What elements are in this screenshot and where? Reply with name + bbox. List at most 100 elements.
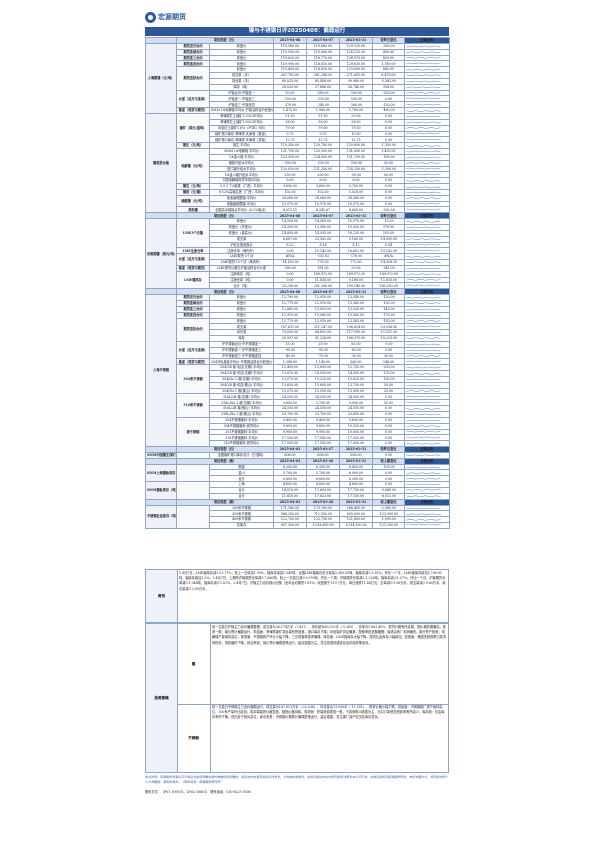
data-table: 项目类型（日） 2025-04-08 2025-04-07 2025-03-31 较昨日… [145, 37, 450, 529]
subcategory-label: 期货活跃合约 [176, 66, 210, 91]
trend-line [406, 489, 441, 491]
trend-line [406, 296, 441, 298]
trend-line [406, 331, 441, 333]
trend-sparkline [406, 46, 441, 48]
contact-info: 联系方式：（P01 100001，Z002 16601） 联系电话：010-82… [145, 790, 251, 794]
trend-line [406, 495, 441, 498]
trend-line [406, 390, 441, 392]
trend-cell [404, 247, 450, 255]
table-row: 总库存 897,300.00 1,018,800.00 1,014,100.00 -12… [146, 522, 450, 529]
trend-line [406, 192, 441, 194]
trend-sparkline [406, 116, 441, 118]
trend-line [406, 384, 441, 387]
trend-cell [404, 54, 450, 62]
trend-line [406, 477, 441, 480]
trend-line [406, 151, 441, 153]
trend-line [406, 109, 441, 112]
trend-line [406, 255, 441, 258]
trend-line [406, 51, 441, 54]
trend-line [406, 74, 441, 77]
trend-sparkline [406, 284, 441, 287]
trend-sparkline [406, 220, 441, 223]
trend-cell [404, 200, 450, 208]
trend-sparkline [406, 454, 441, 457]
trend-line [406, 68, 441, 71]
subcategory-label: 价差（近月与连续） [176, 89, 210, 109]
category-label: 上海不锈钢 [145, 294, 177, 448]
trend-sparkline [406, 208, 441, 211]
trend-cell [404, 183, 450, 190]
subcategory-label [176, 504, 210, 529]
trend-line [406, 349, 441, 352]
trend-line [406, 197, 441, 200]
disclaimer: 免责声明：宏源期货有限公司不保证本报告所载信息的准确性和完整性，报告中的信息和观… [145, 775, 449, 784]
strategy-label: 投资策略 [146, 624, 178, 772]
trend-line [406, 103, 441, 106]
trend-sparkline [406, 92, 441, 94]
trend-sparkline [406, 167, 441, 170]
trend-line [406, 179, 441, 182]
trend-line [406, 97, 441, 100]
table-row: 收盘价（开盘价） 14,350.00 13,980.00 15,935.00 370.0… [146, 224, 450, 231]
trend-line [406, 173, 441, 176]
trend-sparkline [406, 366, 441, 368]
trend-line [406, 466, 441, 469]
trend-cell [404, 171, 450, 179]
trend-line [406, 116, 441, 118]
trend-sparkline [406, 51, 441, 54]
subcategory-label: 316系不锈钢 [176, 393, 210, 418]
table-row: 300系不锈钢 588,200.00 712,100.00 605,000.00 -12… [146, 510, 450, 518]
row-item: LME现货价格与沪镍活跃合约价差 [209, 264, 274, 272]
table-row: 合计 11,610.00 17,623.00 17,100.00 -6,013.00 [146, 492, 450, 500]
trend-line [406, 518, 441, 521]
trend-line [406, 372, 441, 375]
header-trend: 近期走势 [404, 37, 450, 44]
news-section: 资讯 1.4月7日，LME镍库存减少23.71%，较上一日增加1.90%，镍库存… [145, 569, 449, 623]
trend-sparkline [406, 296, 441, 298]
trend-sparkline [406, 360, 441, 363]
trend-sparkline [406, 227, 441, 229]
trend-cell [404, 165, 450, 173]
trend-sparkline [406, 320, 441, 322]
table-row: 库存（吨） 28,020.00 27,666.00 26,746.00 354.00 [146, 83, 450, 91]
table-header-row: 项目类型（日） 2025-04-08 2025-04-07 2025-03-31 较昨日… [145, 212, 450, 220]
trend-sparkline [406, 355, 441, 357]
trend-line [406, 513, 441, 515]
trend-sparkline [406, 157, 441, 159]
trend-line [406, 395, 441, 398]
trend-sparkline [406, 430, 441, 433]
table-row: SMM上海镍板库存（吨）俄镍6,200.006,350.006,400.00-1… [145, 463, 450, 483]
trend-sparkline [406, 344, 441, 346]
trend-line [406, 202, 441, 205]
trend-cell [404, 142, 450, 150]
table-row: 印尼红土镍矿1.6%（FOB）均价 79.00 79.00 79.50 0.00 [146, 124, 450, 132]
trend-sparkline [406, 483, 441, 485]
ss-strategy-text: 前一交易日不锈钢主力合约偏弱运行，成交量为187,611万手（-23,536），… [212, 705, 445, 720]
row-item: 全国高冰镍镍点平均价（6.5%镍点） [209, 206, 274, 214]
table-row: 持仓量（手） 80,025.00 85,408.00 99,966.00 -5,383.… [146, 77, 450, 85]
category-label: 伦敦期镍（美元/吨） [145, 218, 177, 290]
trend-sparkline [406, 56, 441, 59]
trend-sparkline [406, 390, 441, 392]
table-row: 镍铁（元/镍） 8-12%高镍生铁（广西）平均价 102.00 102.00 1,028… [146, 188, 450, 196]
trend-sparkline [406, 325, 441, 327]
trend-sparkline [406, 477, 441, 480]
value-cell: 897,300.00 [273, 522, 307, 529]
trend-line [406, 81, 441, 83]
trend-sparkline [406, 249, 441, 251]
trend-line [406, 46, 441, 48]
strategy-section: 投资策略 镍 前一交易日沪镍主力合约偏弱整理，成交量为26,174万手（+437… [145, 623, 449, 773]
table-row: 期货连续合约 收盘价 119,550.00 119,060.00 128,120.00 4… [146, 48, 450, 56]
trend-line [406, 420, 441, 422]
trend-sparkline [406, 132, 441, 135]
trend-sparkline [406, 179, 441, 182]
trend-line [406, 268, 441, 270]
logo-icon [145, 11, 156, 23]
trend-sparkline [406, 162, 441, 164]
trend-line [406, 436, 441, 438]
trend-line [406, 524, 441, 526]
trend-sparkline [406, 425, 441, 428]
trend-cell [404, 130, 450, 138]
trend-line [406, 507, 441, 510]
subcategory-label: 电解镍（元/吨） [176, 148, 210, 185]
